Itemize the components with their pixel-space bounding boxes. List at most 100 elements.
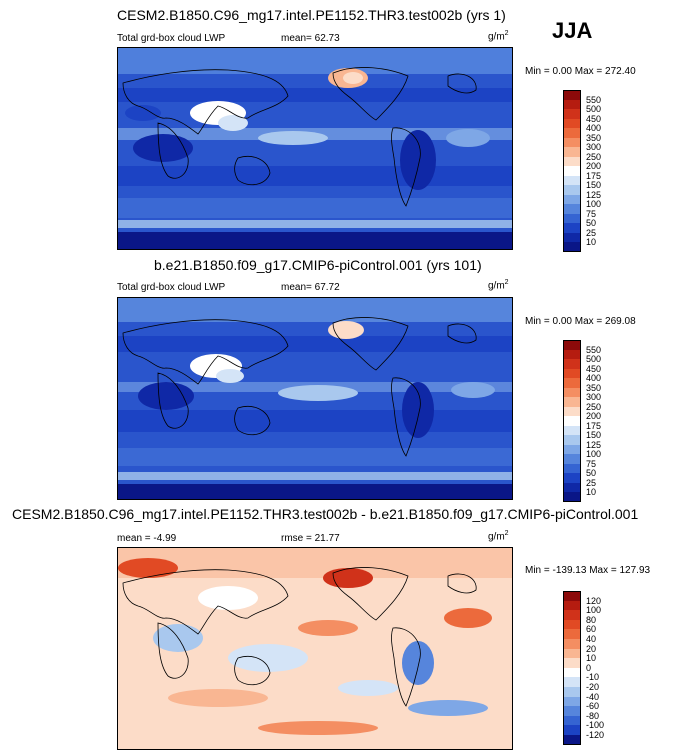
panel-1-colorbar-tick-label: 175 bbox=[586, 170, 602, 181]
panel-2-units: g/m2 bbox=[488, 279, 509, 291]
panel-2-mean: mean= 67.72 bbox=[281, 282, 340, 293]
panel-3-colorbar-tick-label: -20 bbox=[586, 682, 600, 692]
panel-1-colorbar-swatch bbox=[563, 166, 581, 176]
panel-2-colorbar-swatch bbox=[563, 416, 581, 426]
panel-1-colorbar-tick-label: 125 bbox=[586, 189, 602, 200]
panel-1-map-field bbox=[118, 48, 512, 249]
panel-2-colorbar-swatch bbox=[563, 387, 581, 397]
panel-2-colorbar-tick-label: 10 bbox=[586, 487, 597, 497]
panel-2-colorbar-tick-label: 50 bbox=[586, 468, 597, 478]
panel-1-units-exp: 2 bbox=[504, 30, 509, 37]
panel-2-colorbar-tick-label: 175 bbox=[586, 420, 602, 431]
panel-1-colorbar-swatch bbox=[563, 99, 581, 109]
panel-2-colorbar-tick-label: 400 bbox=[586, 373, 602, 383]
panel-3-rmse-label: rmse = bbox=[281, 533, 312, 544]
panel-1-colorbar-tick-label: 400 bbox=[586, 123, 602, 133]
panel-1-colorbar-swatch bbox=[563, 213, 581, 223]
panel-3-colorbar-tick-label: -80 bbox=[586, 710, 600, 721]
panel-3-colorbar-swatch bbox=[563, 715, 581, 726]
panel-1-colorbar-swatch bbox=[563, 118, 581, 128]
panel-3-colorbar-tick-label: 40 bbox=[586, 634, 597, 644]
panel-3-colorbar-tick-label: 10 bbox=[586, 653, 597, 664]
panel-1-colorbar-swatch bbox=[563, 223, 581, 233]
panel-3-colorbar-swatch bbox=[563, 725, 581, 735]
panel-3-map bbox=[117, 547, 513, 750]
panel-2-colorbar-tick-label: 150 bbox=[586, 430, 602, 440]
panel-1-colorbar-tick-label: 25 bbox=[586, 227, 597, 238]
panel-1-minmax: Min = 0.00 Max = 272.40 bbox=[525, 66, 636, 77]
panel-2-colorbar-swatch bbox=[563, 397, 581, 407]
panel-1-colorbar-swatch bbox=[563, 156, 581, 166]
panel-2-units-exp: 2 bbox=[504, 279, 509, 286]
panel-1-colorbar-tick-label: 300 bbox=[586, 142, 602, 152]
panel-1-colorbar-swatch bbox=[563, 232, 581, 242]
panel-2-mean-value: 67.72 bbox=[314, 282, 340, 293]
panel-3-units-base: g/m bbox=[488, 531, 505, 543]
panel-2-colorbar-swatch bbox=[563, 492, 581, 502]
panel-2-colorbar-tick-label: 450 bbox=[586, 363, 602, 374]
panel-3-colorbar-tick-label: 20 bbox=[586, 643, 597, 654]
panel-3-colorbar-swatch bbox=[563, 619, 581, 630]
panel-1-coastlines bbox=[122, 67, 477, 207]
panel-3-title: CESM2.B1850.C96_mg17.intel.PE1152.THR3.t… bbox=[12, 506, 639, 522]
panel-3-colorbar-swatch bbox=[563, 600, 581, 611]
panel-2-colorbar-swatch bbox=[563, 340, 581, 350]
panel-2-colorbar-swatch bbox=[563, 425, 581, 435]
panel-2-colorbar-swatch bbox=[563, 444, 581, 454]
panel-2-title: b.e21.B1850.f09_g17.CMIP6-piControl.001 … bbox=[154, 257, 482, 273]
panel-2-colorbar-swatch bbox=[563, 463, 581, 473]
panel-3-colorbar-swatch bbox=[563, 667, 581, 678]
panel-1-colorbar-tick-label: 250 bbox=[586, 151, 602, 162]
panel-3-rmse-value: 21.77 bbox=[314, 533, 340, 544]
panel-1-colorbar-swatch bbox=[563, 128, 581, 138]
panel-2-colorbar-tick-label: 350 bbox=[586, 382, 602, 393]
panel-1-title: CESM2.B1850.C96_mg17.intel.PE1152.THR3.t… bbox=[117, 7, 506, 23]
panel-3-colorbar-tick-label: 80 bbox=[586, 614, 597, 625]
panel-2-map bbox=[117, 297, 513, 500]
panel-1-colorbar-tick-label: 450 bbox=[586, 113, 602, 124]
panel-2-colorbar-swatch bbox=[563, 406, 581, 416]
panel-1-colorbar-swatch bbox=[563, 147, 581, 157]
panel-1-colorbar-tick-label: 50 bbox=[586, 218, 597, 228]
season-label: JJA bbox=[552, 18, 593, 43]
panel-1-colorbar-swatch bbox=[563, 90, 581, 100]
panel-3-coastlines bbox=[122, 567, 477, 707]
panel-2-colorbar-swatch bbox=[563, 473, 581, 483]
panel-1-mean-value: 62.73 bbox=[314, 33, 340, 44]
panel-2-colorbar-swatch bbox=[563, 359, 581, 369]
panel-2-colorbar-tick-label: 100 bbox=[586, 449, 602, 459]
panel-2-colorbar-swatch bbox=[563, 378, 581, 388]
panel-3-colorbar-swatch bbox=[563, 734, 581, 745]
panel-1-colorbar bbox=[563, 90, 581, 252]
panel-1-colorbar-swatch bbox=[563, 242, 581, 252]
panel-3-colorbar-tick-label: -100 bbox=[586, 720, 605, 731]
panel-2-colorbar bbox=[563, 340, 581, 502]
panel-3-colorbar-swatch bbox=[563, 638, 581, 649]
panel-2-colorbar-swatch bbox=[563, 349, 581, 359]
panel-2-colorbar-swatch bbox=[563, 368, 581, 378]
panel-1-colorbar-swatch bbox=[563, 109, 581, 119]
panel-3-colorbar-swatch bbox=[563, 706, 581, 716]
panel-1-colorbar-tick-label: 200 bbox=[586, 161, 602, 171]
panel-1-colorbar-tick-label: 100 bbox=[586, 199, 602, 209]
panel-2-map-field bbox=[118, 298, 512, 499]
panel-1-mean-label: mean= bbox=[281, 33, 312, 44]
panel-3-colorbar bbox=[563, 591, 581, 745]
panel-1-variable-label: Total grd-box cloud LWP bbox=[117, 33, 226, 44]
panel-1-colorbar-tick-label: 500 bbox=[586, 104, 602, 114]
panel-3-rmse: rmse = 21.77 bbox=[281, 533, 340, 544]
panel-3-colorbar-swatch bbox=[563, 629, 581, 639]
panel-1-colorbar-tick-label: 150 bbox=[586, 180, 602, 190]
panel-3-colorbar-swatch bbox=[563, 686, 581, 697]
panel-3-map-field bbox=[118, 548, 512, 749]
panel-2-colorbar-swatch bbox=[563, 482, 581, 492]
panel-3-units-exp: 2 bbox=[504, 530, 509, 537]
panel-1-units-base: g/m bbox=[488, 31, 505, 43]
panel-1-colorbar-tick-label: 75 bbox=[586, 208, 597, 219]
panel-1-colorbar-swatch bbox=[563, 175, 581, 185]
panel-1-colorbar-tick-label: 350 bbox=[586, 132, 602, 143]
panel-2-colorbar-tick-label: 550 bbox=[586, 344, 602, 355]
panel-2-variable-label: Total grd-box cloud LWP bbox=[117, 282, 226, 293]
panel-3-minmax: Min = -139.13 Max = 127.93 bbox=[525, 565, 651, 576]
panel-3-colorbar-tick-label: -60 bbox=[586, 701, 600, 712]
